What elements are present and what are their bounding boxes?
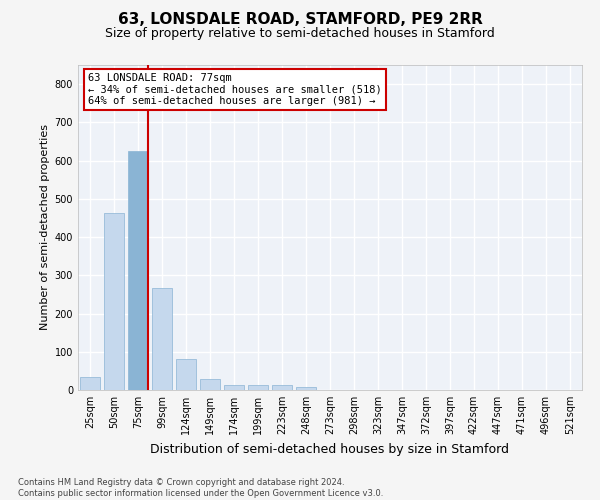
Bar [296, 387, 316, 390]
Bar [272, 386, 292, 390]
Text: Contains HM Land Registry data © Crown copyright and database right 2024.
Contai: Contains HM Land Registry data © Crown c… [18, 478, 383, 498]
Bar [200, 378, 220, 390]
Text: Size of property relative to semi-detached houses in Stamford: Size of property relative to semi-detach… [105, 28, 495, 40]
Bar [248, 386, 268, 390]
Bar [152, 288, 172, 390]
Bar [128, 151, 148, 390]
X-axis label: Distribution of semi-detached houses by size in Stamford: Distribution of semi-detached houses by … [151, 442, 509, 456]
Text: 63 LONSDALE ROAD: 77sqm
← 34% of semi-detached houses are smaller (518)
64% of s: 63 LONSDALE ROAD: 77sqm ← 34% of semi-de… [88, 73, 382, 106]
Bar [176, 358, 196, 390]
Bar [80, 378, 100, 390]
Text: 63, LONSDALE ROAD, STAMFORD, PE9 2RR: 63, LONSDALE ROAD, STAMFORD, PE9 2RR [118, 12, 482, 28]
Y-axis label: Number of semi-detached properties: Number of semi-detached properties [40, 124, 50, 330]
Bar [104, 213, 124, 390]
Bar [224, 385, 244, 390]
